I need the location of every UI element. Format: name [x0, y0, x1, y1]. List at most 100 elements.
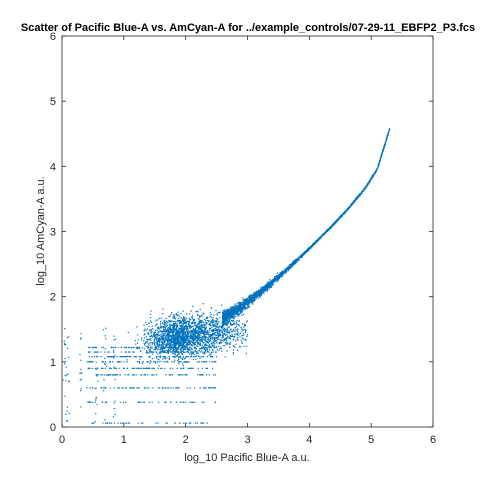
data-point	[197, 339, 199, 341]
data-point	[182, 374, 184, 376]
data-point	[223, 339, 225, 341]
data-point	[177, 374, 180, 376]
data-point	[295, 261, 297, 263]
data-point	[346, 209, 348, 211]
data-point	[175, 329, 177, 331]
data-point	[186, 325, 188, 327]
data-point	[183, 330, 185, 332]
data-point	[158, 318, 160, 320]
data-point	[199, 320, 201, 322]
data-point	[154, 344, 156, 346]
data-point	[379, 159, 381, 162]
data-point	[197, 343, 199, 345]
data-point	[192, 327, 194, 330]
data-point	[182, 333, 185, 335]
data-point	[269, 278, 271, 281]
data-point	[183, 335, 185, 337]
data-point	[229, 316, 231, 319]
data-point	[172, 387, 174, 389]
data-point	[229, 315, 231, 317]
data-point	[235, 312, 237, 315]
data-point	[195, 350, 197, 352]
data-point	[160, 317, 162, 319]
data-point	[129, 387, 131, 389]
data-point	[209, 331, 211, 333]
data-point	[181, 343, 183, 345]
data-point	[205, 336, 207, 338]
data-point	[184, 336, 186, 338]
data-point	[236, 336, 239, 339]
data-point	[211, 329, 213, 331]
data-point	[201, 344, 203, 346]
data-point	[181, 329, 183, 331]
data-point	[198, 341, 200, 343]
data-point	[194, 328, 197, 330]
data-point	[271, 282, 273, 284]
data-point	[179, 422, 181, 424]
data-point	[160, 330, 162, 332]
data-point	[203, 323, 205, 325]
data-point	[184, 332, 186, 334]
data-point	[154, 329, 157, 331]
data-point	[228, 313, 231, 315]
data-point	[238, 324, 240, 326]
data-point	[161, 349, 164, 352]
data-point	[231, 314, 233, 316]
data-point	[236, 306, 238, 308]
data-point	[199, 326, 201, 328]
data-point	[216, 340, 218, 342]
data-point	[200, 422, 203, 424]
data-point	[235, 307, 237, 309]
data-point	[190, 422, 192, 424]
data-point	[225, 334, 227, 337]
data-point	[363, 189, 365, 191]
data-point	[244, 307, 246, 309]
data-point	[181, 338, 183, 340]
data-point	[243, 326, 245, 328]
data-point	[183, 321, 185, 324]
data-point	[189, 327, 192, 329]
data-point	[226, 343, 229, 345]
data-point	[232, 308, 234, 310]
data-point	[226, 320, 229, 322]
data-point	[169, 320, 171, 322]
data-point	[151, 347, 153, 349]
data-point	[177, 333, 179, 335]
data-point	[182, 346, 184, 348]
data-point	[235, 311, 238, 313]
data-point	[264, 287, 266, 289]
data-point	[159, 336, 161, 338]
data-point	[174, 325, 176, 327]
data-point	[312, 244, 315, 246]
data-point	[254, 299, 256, 301]
data-point	[120, 422, 122, 424]
data-point	[167, 387, 169, 389]
data-point	[251, 294, 253, 297]
data-point	[271, 283, 273, 285]
data-point	[216, 337, 218, 339]
data-point	[215, 334, 218, 336]
data-point	[213, 341, 215, 343]
data-point	[113, 422, 115, 424]
data-point	[116, 374, 119, 376]
data-point	[107, 374, 109, 376]
data-point	[176, 355, 179, 357]
data-point	[144, 344, 146, 347]
data-point	[210, 351, 213, 354]
data-point	[168, 332, 170, 334]
data-point	[194, 324, 196, 326]
data-point	[170, 345, 172, 348]
data-point	[217, 338, 219, 341]
data-point	[378, 160, 380, 163]
data-point	[174, 337, 176, 340]
data-point	[244, 303, 246, 305]
data-point	[176, 342, 179, 345]
data-point	[188, 324, 190, 327]
data-point	[278, 274, 280, 276]
data-point	[187, 320, 189, 322]
data-point	[220, 325, 223, 328]
data-point	[146, 328, 148, 330]
data-point	[375, 169, 377, 172]
data-point	[137, 422, 139, 424]
data-point	[189, 317, 191, 319]
